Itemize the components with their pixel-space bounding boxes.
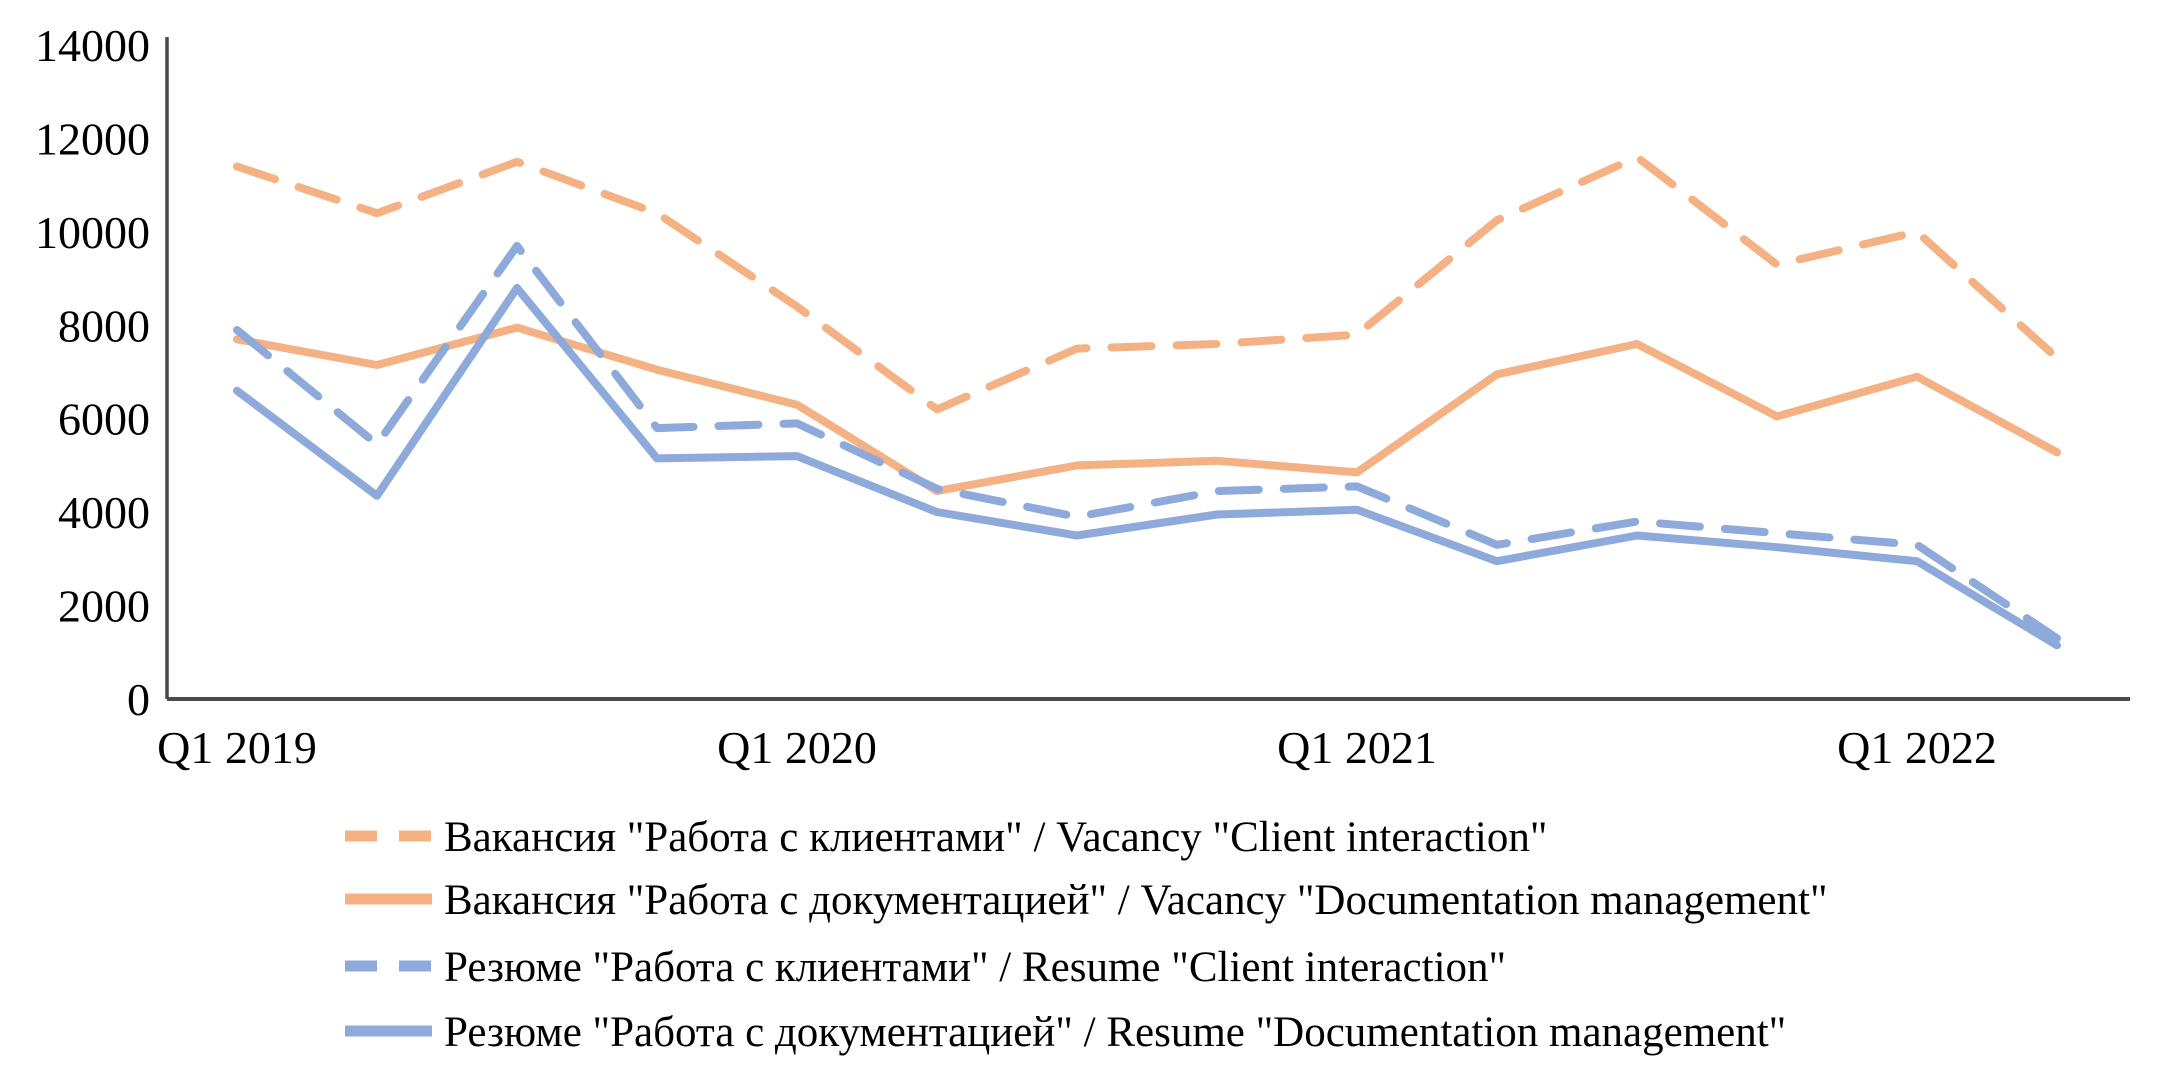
y-axis-tick-label: 2000 — [58, 581, 150, 632]
x-axis-tick-label: Q1 2022 — [1837, 722, 1997, 773]
legend-label-3: Резюме "Работа с документацией" / Resume… — [444, 1009, 1786, 1056]
series-line-2 — [233, 241, 2061, 643]
x-axis-tick-label: Q1 2019 — [157, 722, 317, 773]
legend-label-1: Вакансия "Работа с документацией" / Vaca… — [444, 877, 1828, 924]
y-axis-tick-label: 10000 — [35, 207, 150, 258]
x-axis-tick-label: Q1 2021 — [1277, 722, 1437, 773]
x-axis-tick-label: Q1 2020 — [717, 722, 877, 773]
series-line-0 — [233, 153, 2061, 414]
y-axis-tick-label: 0 — [127, 674, 150, 725]
y-axis-tick-label: 8000 — [58, 300, 150, 351]
series-line-3 — [233, 283, 2061, 650]
y-axis-tick-label: 12000 — [35, 113, 150, 164]
y-axis-tick-label: 14000 — [35, 20, 150, 71]
series-line-1 — [233, 323, 2061, 496]
y-axis-tick-label: 4000 — [58, 487, 150, 538]
legend-label-2: Резюме "Работа с клиентами" / Resume "Cl… — [444, 944, 1506, 991]
legend-label-0: Вакансия "Работа с клиентами" / Vacancy … — [444, 814, 1547, 861]
y-axis-tick-label: 6000 — [58, 394, 150, 445]
